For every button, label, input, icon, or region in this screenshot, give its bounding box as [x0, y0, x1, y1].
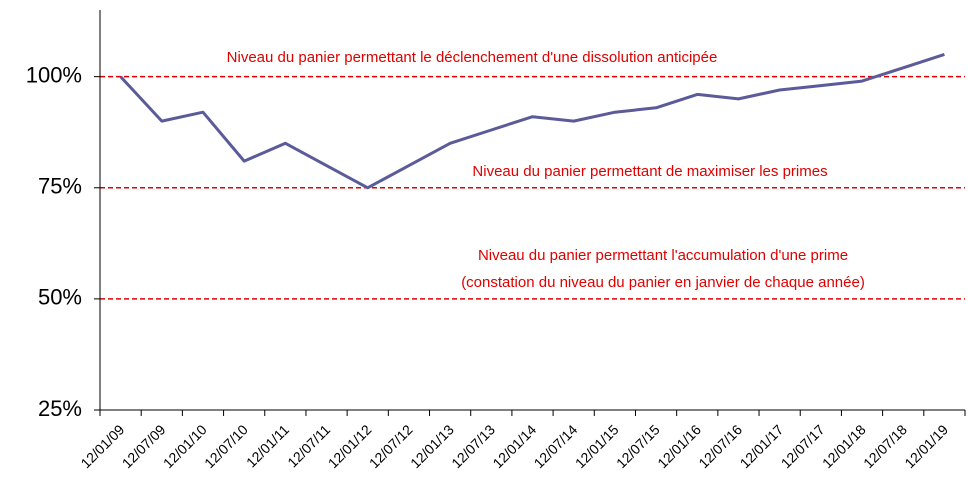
x-tick-label: 12/01/16 [654, 421, 704, 471]
x-tick-label: 12/07/14 [531, 421, 581, 471]
reference-label: Niveau du panier permettant de maximiser… [472, 163, 827, 180]
x-tick-label: 12/01/19 [901, 421, 951, 471]
x-tick-label: 12/01/13 [407, 421, 457, 471]
y-tick-label: 25% [38, 396, 82, 421]
reference-label: Niveau du panier permettant l'accumulati… [478, 247, 848, 264]
x-tick-label: 12/01/09 [77, 421, 127, 471]
x-tick-label: 12/07/09 [119, 421, 169, 471]
x-tick-label: 12/01/12 [325, 421, 375, 471]
x-tick-label: 12/07/11 [284, 421, 333, 470]
x-tick-label: 12/07/17 [778, 421, 828, 471]
x-tick-label: 12/07/18 [860, 421, 910, 471]
x-tick-label: 12/01/17 [737, 421, 787, 471]
x-tick-label: 12/07/16 [695, 421, 745, 471]
x-tick-label: 12/01/14 [489, 421, 539, 471]
x-tick-label: 12/07/12 [366, 421, 416, 471]
x-tick-label: 12/07/10 [201, 421, 251, 471]
reference-label: (constation du niveau du panier en janvi… [461, 274, 865, 291]
y-tick-label: 50% [38, 285, 82, 310]
y-tick-label: 75% [38, 174, 82, 199]
x-tick-label: 12/01/15 [572, 421, 622, 471]
x-tick-label: 12/07/13 [448, 421, 498, 471]
x-tick-label: 12/01/11 [243, 421, 292, 470]
x-tick-label: 12/07/15 [613, 421, 663, 471]
y-tick-label: 100% [26, 62, 82, 87]
data-line [119, 52, 945, 190]
x-tick-label: 12/01/10 [160, 421, 210, 471]
reference-label: Niveau du panier permettant le déclenche… [227, 49, 718, 66]
x-tick-label: 12/01/18 [819, 421, 869, 471]
